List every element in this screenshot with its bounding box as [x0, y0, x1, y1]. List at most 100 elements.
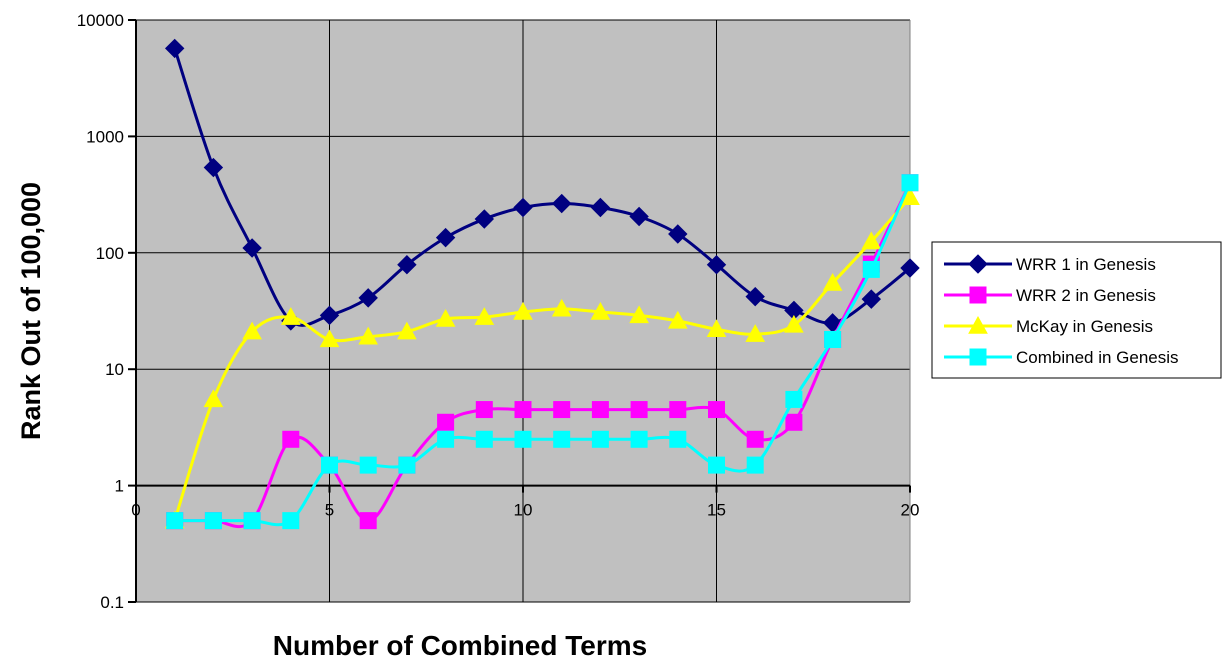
data-point [204, 512, 222, 530]
y-tick-label: 10000 [77, 11, 124, 30]
y-tick-label: 10 [105, 360, 124, 379]
data-point [785, 390, 803, 408]
data-point [474, 209, 495, 229]
data-point [553, 401, 571, 419]
data-point [861, 231, 882, 250]
x-tick-label: 20 [901, 501, 920, 520]
data-point [706, 255, 727, 275]
y-tick-label: 0.1 [100, 593, 124, 612]
data-series [164, 38, 920, 530]
data-point [398, 456, 416, 474]
data-point [630, 401, 648, 419]
legend-item: McKay in Genesis [944, 315, 1153, 336]
x-tick-label: 5 [325, 501, 334, 520]
series-4 [166, 174, 919, 530]
y-tick-label: 100 [96, 244, 124, 263]
data-point [359, 456, 377, 474]
legend-marker [969, 286, 987, 304]
legend-label: Combined in Genesis [1016, 348, 1179, 367]
data-point [242, 238, 262, 258]
data-point [514, 430, 532, 448]
data-point [746, 430, 764, 448]
data-point [282, 430, 300, 448]
data-point [669, 401, 687, 419]
data-point [319, 329, 340, 348]
legend-item: Combined in Genesis [944, 348, 1179, 367]
series-1 [164, 38, 920, 333]
data-point [861, 289, 882, 309]
data-point [319, 305, 340, 326]
data-point [745, 324, 766, 342]
legend: WRR 1 in Genesis WRR 2 in Genesis McKay in… [931, 241, 1222, 379]
data-point [668, 224, 688, 244]
data-point [282, 512, 300, 530]
data-point [280, 307, 301, 325]
legend-marker [968, 254, 988, 274]
legend-label: McKay in Genesis [1016, 317, 1153, 336]
data-point [708, 401, 725, 419]
x-tick-label: 0 [131, 501, 140, 520]
y-axis-title: Rank Out of 100,000 [16, 182, 46, 440]
legend-marker [969, 348, 987, 366]
data-point [822, 272, 843, 291]
legend-label: WRR 1 in Genesis [1016, 255, 1156, 274]
data-point [166, 512, 184, 530]
legend-item: WRR 1 in Genesis [944, 254, 1156, 274]
data-point [591, 401, 609, 419]
data-point [321, 456, 338, 474]
data-point [590, 197, 611, 218]
x-axis-title: Number of Combined Terms [273, 630, 647, 661]
data-point [630, 430, 648, 448]
data-point [435, 227, 456, 248]
y-tick-labels: 0.1 1 10 100 1000 10000 [77, 11, 124, 612]
legend-item: WRR 2 in Genesis [944, 286, 1156, 305]
data-point [397, 255, 417, 275]
data-point [590, 301, 611, 320]
data-point [243, 512, 261, 530]
data-point [553, 430, 571, 448]
data-point [358, 326, 379, 345]
data-point [551, 193, 572, 214]
data-point [437, 430, 455, 448]
data-point [435, 308, 456, 327]
data-point [706, 319, 727, 338]
data-point [784, 314, 804, 333]
data-point [359, 512, 377, 530]
data-point [708, 456, 725, 474]
x-tick-label: 10 [514, 501, 533, 520]
data-point [475, 401, 493, 419]
data-point [785, 413, 803, 431]
data-point [513, 301, 533, 320]
data-point [513, 197, 533, 218]
axes [128, 19, 911, 603]
data-point [746, 456, 764, 474]
x-tick-labels: 0 5 10 15 20 [131, 501, 919, 520]
data-point [437, 413, 455, 431]
data-point [397, 321, 417, 340]
legend-items: WRR 1 in Genesis WRR 2 in Genesis McKay in… [944, 254, 1179, 367]
data-point [629, 206, 649, 227]
y-tick-label: 1 [115, 477, 124, 496]
data-point [203, 389, 224, 408]
data-point [242, 321, 262, 340]
data-point [164, 38, 185, 59]
y-tick-label: 1000 [86, 127, 124, 146]
x-tick-label: 15 [707, 501, 726, 520]
data-point [358, 288, 378, 308]
data-point [824, 330, 842, 348]
data-point [514, 401, 532, 419]
legend-marker [968, 315, 988, 334]
data-point [629, 305, 649, 324]
data-point [667, 310, 688, 329]
data-point [203, 157, 224, 178]
data-point [474, 307, 495, 325]
data-point [669, 430, 687, 448]
data-point [862, 260, 880, 278]
legend-label: WRR 2 in Genesis [1016, 286, 1156, 305]
data-point [900, 258, 920, 278]
data-point [745, 286, 765, 307]
data-point [475, 430, 493, 448]
data-point [591, 430, 609, 448]
data-point [551, 298, 572, 317]
